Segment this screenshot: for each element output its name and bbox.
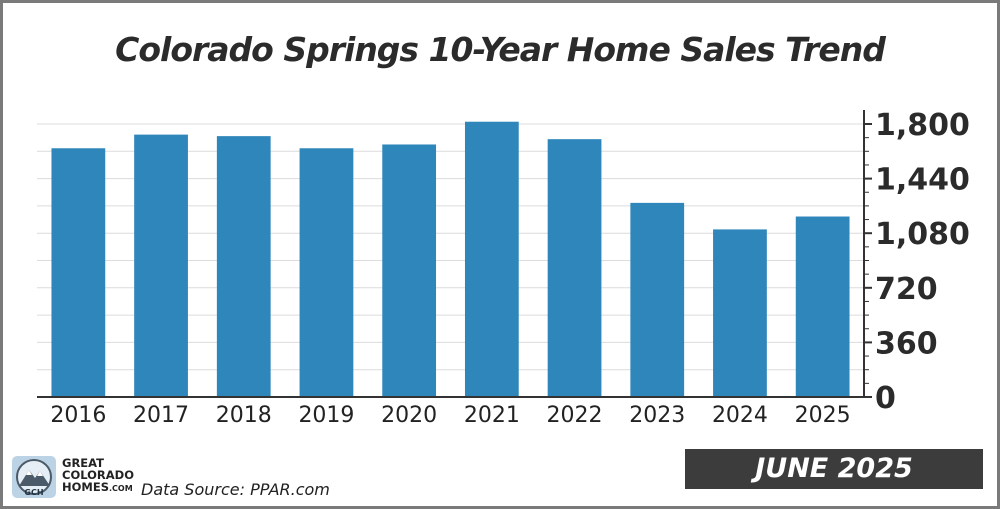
bar-2018 xyxy=(216,136,271,397)
bar-2016 xyxy=(51,148,106,397)
bar-2020 xyxy=(382,144,437,397)
bar-2019 xyxy=(299,148,354,397)
x-tick-label: 2018 xyxy=(216,403,272,428)
x-tick-label: 2019 xyxy=(298,403,354,428)
bar-2023 xyxy=(630,202,685,397)
y-tick-label: 1,800 xyxy=(875,108,970,143)
bar-2024 xyxy=(713,229,767,397)
y-tick-label: 1,440 xyxy=(875,163,970,198)
brand-com: .COM xyxy=(108,484,133,493)
bar-2025 xyxy=(795,216,850,397)
x-tick-label: 2024 xyxy=(712,403,768,428)
x-tick-label: 2016 xyxy=(50,403,106,428)
x-tick-label: 2025 xyxy=(795,403,851,428)
y-tick-label: 0 xyxy=(875,381,896,416)
data-source: Data Source: PPAR.com xyxy=(141,480,330,499)
x-tick-label: 2017 xyxy=(133,403,189,428)
chart-title: Colorado Springs 10-Year Home Sales Tren… xyxy=(115,30,886,69)
brand-line-3: HOMES.COM xyxy=(62,481,134,495)
x-tick-label: 2020 xyxy=(381,403,437,428)
brand-line-1: GREAT xyxy=(62,456,105,470)
brand-wordmark: GREAT COLORADO HOMES.COM xyxy=(62,457,134,495)
brand-line-2: COLORADO xyxy=(62,468,134,482)
y-tick-label: 360 xyxy=(875,326,938,361)
brand-line-3-text: HOMES xyxy=(62,480,109,494)
x-tick-label: 2022 xyxy=(547,403,603,428)
bar-2022 xyxy=(547,139,602,397)
date-badge: JUNE 2025 xyxy=(685,449,983,489)
x-tick-label: 2023 xyxy=(629,403,685,428)
bar-2017 xyxy=(134,134,188,397)
mountain-logo-icon: GCH xyxy=(12,456,56,498)
y-tick-label: 1,080 xyxy=(875,217,970,252)
x-tick-label: 2021 xyxy=(464,403,520,428)
y-tick-label: 720 xyxy=(875,272,938,307)
bar-2021 xyxy=(464,121,519,397)
logo-initials: GCH xyxy=(24,488,43,497)
